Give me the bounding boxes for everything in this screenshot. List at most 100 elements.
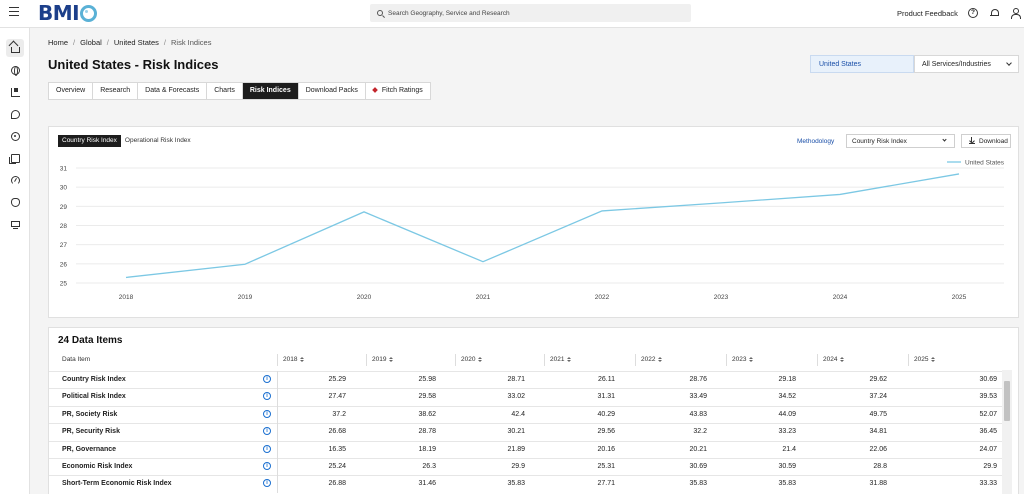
x-tick-label: 2018 bbox=[119, 294, 134, 301]
column-header-year[interactable]: 2023 bbox=[726, 354, 815, 366]
gauge-icon bbox=[10, 175, 20, 185]
column-header-year[interactable]: 2024 bbox=[817, 354, 906, 366]
table-cell: 29.18 bbox=[778, 376, 796, 383]
table-cell: 25.24 bbox=[328, 462, 346, 470]
tab-fitch-ratings[interactable]: Fitch Ratings bbox=[366, 83, 430, 99]
column-header-year[interactable]: 2018 bbox=[277, 354, 366, 366]
rail-copy[interactable] bbox=[6, 149, 24, 167]
logo[interactable]: BMI bbox=[38, 1, 98, 25]
sort-icon[interactable] bbox=[567, 357, 572, 362]
table-cell: 27.47 bbox=[328, 393, 346, 401]
table-cell: 25.98 bbox=[418, 376, 436, 383]
service-selector[interactable]: All Services/Industries bbox=[914, 55, 1019, 73]
rail-map[interactable] bbox=[6, 83, 24, 101]
table-row[interactable]: Economic Risk Index i 25.24 26.3 29.9 25.31 30… bbox=[49, 457, 1002, 476]
column-header-year[interactable]: 2020 bbox=[455, 354, 544, 366]
bell-icon[interactable] bbox=[989, 8, 999, 18]
user-icon[interactable] bbox=[1010, 8, 1021, 19]
rail-hand[interactable] bbox=[6, 193, 24, 211]
sort-icon[interactable] bbox=[300, 357, 305, 362]
country-selector[interactable]: United States bbox=[810, 55, 914, 73]
info-icon[interactable]: i bbox=[263, 392, 271, 401]
table-cell: 29.9 bbox=[511, 462, 525, 470]
info-icon[interactable]: i bbox=[263, 375, 271, 383]
methodology-link[interactable]: Methodology bbox=[797, 138, 835, 145]
help-icon[interactable]: ? bbox=[968, 8, 978, 18]
info-icon[interactable]: i bbox=[263, 479, 271, 488]
rail-chat[interactable] bbox=[6, 105, 24, 123]
column-header-year[interactable]: 2025 bbox=[908, 354, 997, 366]
chat-icon bbox=[10, 109, 20, 119]
index-select[interactable]: Country Risk Index bbox=[846, 134, 955, 148]
y-tick-label: 28 bbox=[60, 223, 68, 230]
sort-icon[interactable] bbox=[749, 357, 754, 362]
breadcrumb-country[interactable]: United States bbox=[113, 38, 159, 47]
info-icon[interactable]: i bbox=[263, 427, 271, 436]
page-title: United States - Risk Indices bbox=[48, 57, 219, 72]
column-header-year[interactable]: 2022 bbox=[635, 354, 724, 366]
info-icon[interactable]: i bbox=[263, 409, 271, 418]
rail-globe[interactable] bbox=[6, 61, 24, 79]
table-cell: 20.21 bbox=[689, 445, 707, 453]
table-cell: 34.52 bbox=[778, 393, 796, 401]
table-row[interactable]: PR, Governance i 16.35 18.19 21.89 20.16 20.21… bbox=[49, 440, 1002, 459]
breadcrumb-home[interactable]: Home bbox=[48, 38, 69, 47]
rail-home[interactable] bbox=[6, 39, 24, 57]
toggle-operational-risk[interactable]: Operational Risk Index bbox=[124, 137, 191, 144]
product-feedback-link[interactable]: Product Feedback bbox=[897, 9, 958, 18]
rail-monitor[interactable] bbox=[6, 215, 24, 233]
tab-risk-indices[interactable]: Risk Indices bbox=[242, 83, 299, 99]
column-header-year-label: 2025 bbox=[914, 356, 929, 363]
index-toggle: Country Risk Index Operational Risk Inde… bbox=[58, 135, 195, 147]
row-label: Political Risk Index bbox=[62, 393, 126, 401]
index-select-value: Country Risk Index bbox=[852, 138, 907, 145]
x-tick-label: 2025 bbox=[952, 294, 967, 301]
table-cell: 28.8 bbox=[873, 462, 887, 470]
home-icon bbox=[10, 46, 20, 53]
table-cell: 32.2 bbox=[693, 428, 707, 436]
sort-icon[interactable] bbox=[840, 357, 845, 362]
x-tick-label: 2023 bbox=[714, 294, 729, 301]
scrollbar-thumb[interactable] bbox=[1004, 381, 1010, 421]
scrollbar-track[interactable] bbox=[1002, 370, 1012, 494]
row-label: Country Risk Index bbox=[62, 376, 126, 383]
table-cell: 28.71 bbox=[507, 376, 525, 383]
tab-research[interactable]: Research bbox=[93, 83, 139, 99]
row-label: PR, Society Risk bbox=[62, 410, 118, 418]
column-header-year-label: 2019 bbox=[372, 356, 387, 363]
menu-icon[interactable] bbox=[9, 7, 19, 17]
sort-icon[interactable] bbox=[931, 357, 936, 362]
tab-data-forecasts[interactable]: Data & Forecasts bbox=[138, 83, 208, 99]
table-row[interactable]: PR, Security Risk i 26.68 28.78 30.21 29.56 32… bbox=[49, 423, 1002, 442]
table-cell: 27.71 bbox=[597, 480, 615, 488]
table-cell: 24.07 bbox=[979, 445, 997, 453]
globe-icon bbox=[10, 65, 20, 76]
column-header-year[interactable]: 2019 bbox=[366, 354, 455, 366]
table-cell: 31.46 bbox=[418, 480, 436, 488]
tab-overview[interactable]: Overview bbox=[49, 83, 94, 99]
tab-download-packs[interactable]: Download Packs bbox=[299, 83, 366, 99]
rail-gauge[interactable] bbox=[6, 171, 24, 189]
search-input[interactable] bbox=[388, 9, 678, 17]
table-cell: 40.29 bbox=[597, 410, 615, 418]
column-header-year[interactable]: 2021 bbox=[544, 354, 633, 366]
tab-charts[interactable]: Charts bbox=[207, 83, 243, 99]
sort-icon[interactable] bbox=[389, 357, 394, 362]
map-icon bbox=[10, 87, 20, 97]
toggle-country-risk[interactable]: Country Risk Index bbox=[58, 135, 121, 147]
rail-target[interactable] bbox=[6, 127, 24, 145]
table-row[interactable]: PR, Society Risk i 37.2 38.62 42.4 40.29 43.83… bbox=[49, 405, 1002, 424]
info-icon[interactable]: i bbox=[263, 461, 271, 470]
table-row[interactable]: Political Risk Index i 27.47 29.58 33.02 31.3… bbox=[49, 388, 1002, 407]
legend-label: United States bbox=[965, 160, 1005, 167]
info-icon[interactable]: i bbox=[263, 444, 271, 453]
search-bar[interactable] bbox=[370, 4, 691, 22]
hand-icon bbox=[10, 197, 20, 207]
table-cell: 33.02 bbox=[507, 393, 525, 401]
download-button[interactable]: Download bbox=[961, 134, 1011, 148]
table-row[interactable]: Country Risk Index i 25.29 25.98 28.71 26.11 2… bbox=[49, 371, 1002, 389]
table-row[interactable]: Short-Term Economic Risk Index i 26.88 31.4… bbox=[49, 475, 1002, 494]
sort-icon[interactable] bbox=[478, 357, 483, 362]
sort-icon[interactable] bbox=[658, 357, 663, 362]
breadcrumb-global[interactable]: Global bbox=[80, 38, 102, 47]
